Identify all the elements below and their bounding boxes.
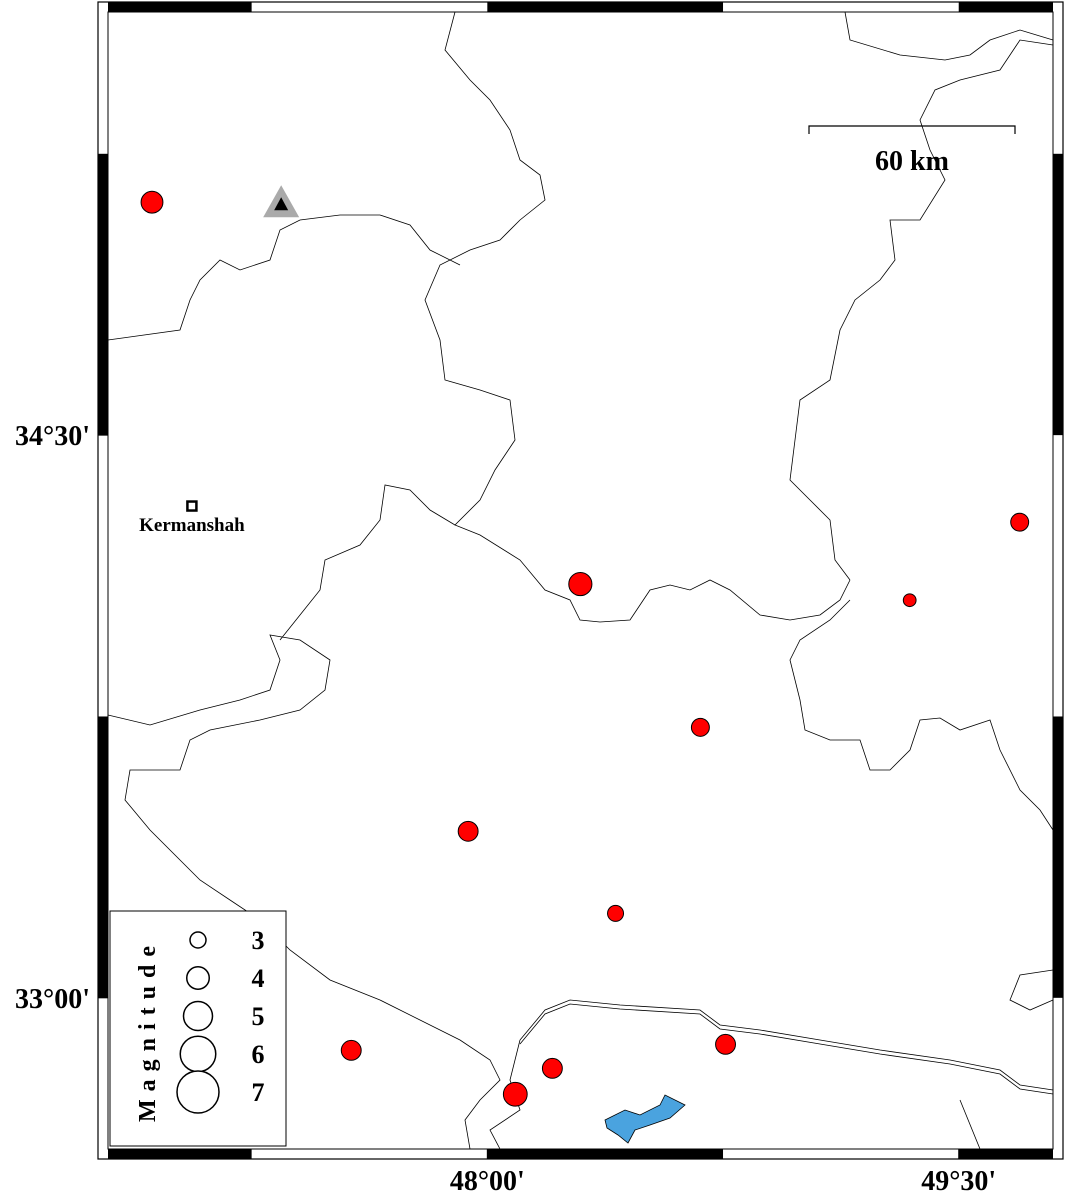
legend-symbol xyxy=(179,1035,217,1073)
earthquake xyxy=(541,1057,563,1079)
boundaries xyxy=(107,11,1054,1150)
earthquake xyxy=(457,820,479,842)
city-marker xyxy=(186,500,198,512)
legend-label: 3 xyxy=(252,926,265,955)
frame-bar xyxy=(1053,153,1063,436)
legend-label: 4 xyxy=(252,964,265,993)
lon-label: 48°00' xyxy=(450,1166,525,1196)
legend-label: 6 xyxy=(252,1040,265,1069)
frame-bar xyxy=(108,2,252,12)
frame-bar xyxy=(98,153,108,436)
earthquake xyxy=(1010,512,1030,532)
scale-bar: 60 km xyxy=(808,125,1016,177)
earthquake xyxy=(715,1033,736,1055)
earthquake xyxy=(690,717,710,737)
earthquake xyxy=(140,190,164,214)
frame-bar xyxy=(108,1149,252,1159)
earthquake xyxy=(502,1081,528,1107)
frame-bar xyxy=(1053,716,1063,998)
earthquake xyxy=(340,1039,362,1061)
frame-bar xyxy=(958,2,1053,12)
legend-title: Magnitude xyxy=(135,938,161,1122)
earthquake xyxy=(568,571,593,597)
frame-bar xyxy=(487,1149,724,1159)
legend-label: 7 xyxy=(252,1078,265,1107)
legend-symbol xyxy=(182,1000,214,1032)
frame xyxy=(97,1,1064,1160)
lat-label: 34°30' xyxy=(15,421,90,452)
legend-symbol xyxy=(186,966,210,990)
lat-label: 33°00' xyxy=(15,984,90,1015)
legend-symbol xyxy=(189,931,207,949)
frame-bar xyxy=(98,716,108,998)
station xyxy=(274,197,289,211)
earthquake xyxy=(607,904,625,922)
earthquake xyxy=(902,593,917,608)
city-label: Kermanshah xyxy=(139,515,245,536)
frame-bar xyxy=(958,1149,1053,1159)
lake xyxy=(604,1094,686,1144)
legend-symbol xyxy=(176,1070,220,1114)
lon-label: 49°30' xyxy=(921,1166,996,1196)
legend-label: 5 xyxy=(252,1002,265,1031)
scale-label: 60 km xyxy=(875,146,949,177)
frame-bar xyxy=(487,2,724,12)
